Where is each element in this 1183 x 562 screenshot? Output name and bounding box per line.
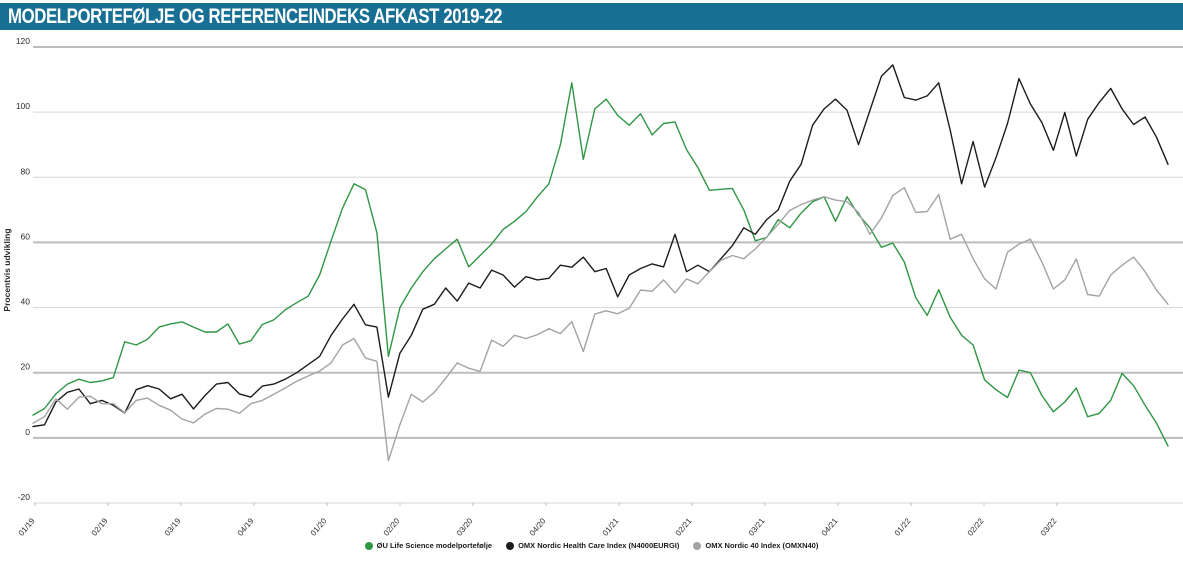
svg-text:40: 40 <box>21 297 31 307</box>
svg-text:100: 100 <box>16 101 30 111</box>
svg-text:02/21: 02/21 <box>674 516 694 538</box>
svg-text:04/19: 04/19 <box>236 516 256 538</box>
svg-text:04/21: 04/21 <box>820 516 840 538</box>
legend-label: OMX Nordic Health Care Index (N4000EURGI… <box>518 541 680 550</box>
legend-label: ØU Life Science modelportefølje <box>376 541 493 550</box>
legend-item-nordic40-index: OMX Nordic 40 Index (OMXN40) <box>693 541 818 550</box>
legend-dot-black <box>506 541 515 550</box>
legend-label: OMX Nordic 40 Index (OMXN40) <box>705 541 819 550</box>
svg-text:120: 120 <box>16 36 30 46</box>
gridlines <box>33 46 1183 504</box>
svg-text:0: 0 <box>25 427 30 437</box>
svg-text:01/21: 01/21 <box>601 516 621 538</box>
svg-text:02/20: 02/20 <box>382 516 402 538</box>
svg-text:04/20: 04/20 <box>528 516 548 538</box>
svg-text:03/22: 03/22 <box>1039 516 1059 538</box>
chart-series-lines <box>32 64 1169 462</box>
svg-text:03/19: 03/19 <box>163 516 183 538</box>
svg-text:-20: -20 <box>18 492 31 502</box>
legend-dot-gray <box>693 541 702 550</box>
svg-text:02/19: 02/19 <box>90 516 110 538</box>
svg-text:01/20: 01/20 <box>309 516 329 538</box>
x-axis-tick-labels: 01/19 02/19 03/19 04/19 01/20 02/20 03/20 04/20… <box>17 503 1059 538</box>
svg-text:80: 80 <box>21 166 31 176</box>
svg-text:03/21: 03/21 <box>747 516 767 538</box>
svg-text:20: 20 <box>21 362 31 372</box>
chart-title: MODELPORTEFØLJE OG REFERENCEINDEKS AFKAS… <box>8 4 503 28</box>
svg-text:01/19: 01/19 <box>17 516 37 538</box>
legend-dot-green <box>364 541 373 550</box>
y-axis-tick-labels: 120 100 80 60 40 20 0 -20 <box>16 36 30 502</box>
svg-text:01/22: 01/22 <box>893 516 913 538</box>
legend-item-modelportefolje: ØU Life Science modelportefølje <box>364 541 493 550</box>
svg-text:02/22: 02/22 <box>966 516 986 538</box>
svg-text:60: 60 <box>21 231 31 241</box>
svg-text:03/20: 03/20 <box>455 516 475 538</box>
chart-legend: ØU Life Science modelportefølje OMX Nord… <box>0 541 1183 550</box>
legend-item-health-care-index: OMX Nordic Health Care Index (N4000EURGI… <box>506 541 679 550</box>
chart-title-bar: MODELPORTEFØLJE OG REFERENCEINDEKS AFKAS… <box>0 3 1183 30</box>
y-axis-title: Procentvis udvikling <box>2 228 12 311</box>
